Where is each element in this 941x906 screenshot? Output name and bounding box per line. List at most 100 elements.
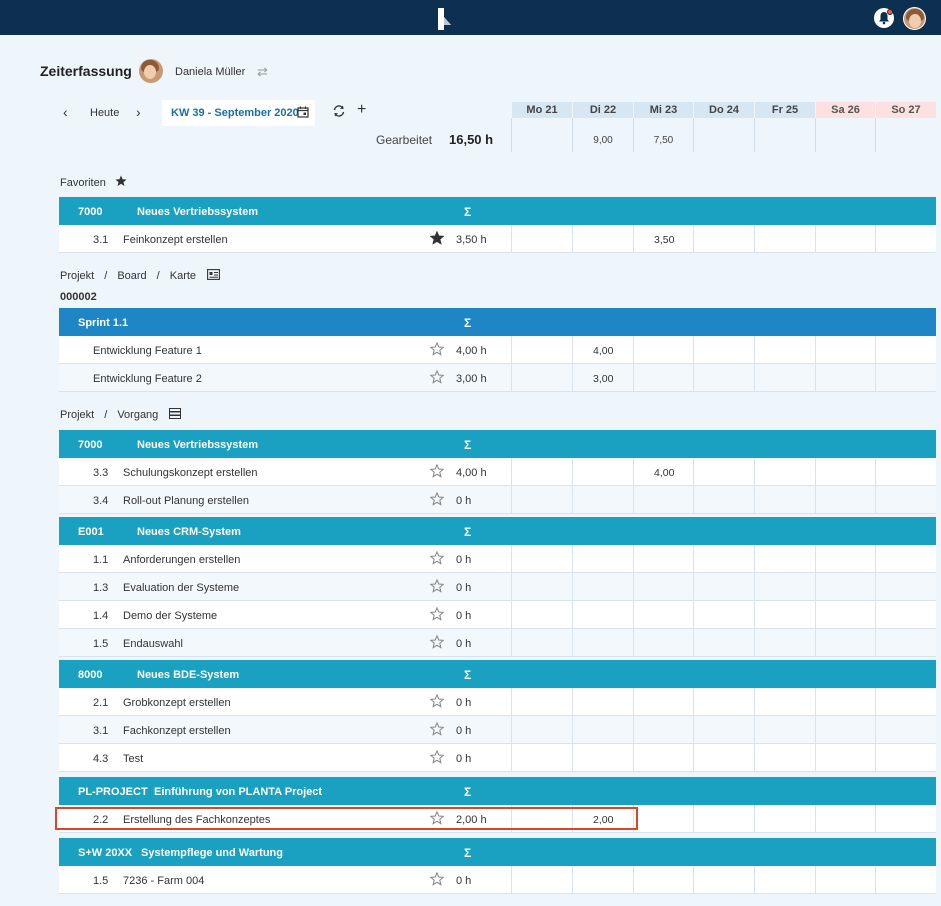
- group-header[interactable]: 7000 Neues Vertriebssystem Σ: [59, 197, 936, 225]
- day-cell[interactable]: [754, 364, 815, 392]
- day-cell[interactable]: [693, 744, 754, 772]
- star-outline-icon[interactable]: [429, 810, 445, 828]
- star-outline-icon[interactable]: [429, 369, 445, 387]
- star-outline-icon[interactable]: [429, 634, 445, 652]
- day-cell[interactable]: [693, 486, 754, 514]
- day-cell[interactable]: [572, 805, 633, 833]
- day-cell[interactable]: [633, 601, 693, 629]
- sum-icon[interactable]: Σ: [464, 316, 472, 330]
- day-cell[interactable]: [693, 601, 754, 629]
- star-outline-icon[interactable]: [429, 749, 445, 767]
- day-cell[interactable]: [572, 629, 633, 657]
- table-row[interactable]: Entwicklung Feature 2 3,00 h 3,00: [59, 364, 936, 392]
- day-cell[interactable]: [693, 225, 754, 253]
- day-cell[interactable]: [693, 629, 754, 657]
- day-cell[interactable]: [572, 545, 633, 573]
- day-cell[interactable]: [633, 866, 693, 894]
- day-cell[interactable]: [754, 225, 815, 253]
- day-cell[interactable]: [633, 364, 693, 392]
- day-cell[interactable]: [875, 866, 936, 894]
- day-cell[interactable]: [815, 688, 875, 716]
- day-cell[interactable]: [572, 716, 633, 744]
- day-cell[interactable]: [633, 458, 693, 486]
- sum-icon[interactable]: Σ: [464, 438, 472, 452]
- table-row[interactable]: 3.4 Roll-out Planung erstellen 0 h: [59, 486, 936, 514]
- table-row[interactable]: Entwicklung Feature 1 4,00 h 4,00: [59, 336, 936, 364]
- group-header[interactable]: PL-PROJECT Einführung von PLANTA Project Σ: [59, 777, 936, 805]
- day-cell[interactable]: [633, 716, 693, 744]
- day-cell[interactable]: [511, 805, 572, 833]
- table-row[interactable]: 1.3 Evaluation der Systeme 0 h: [59, 573, 936, 601]
- day-cell[interactable]: [693, 545, 754, 573]
- table-row[interactable]: 1.4 Demo der Systeme 0 h: [59, 601, 936, 629]
- user-avatar[interactable]: [139, 59, 163, 83]
- star-outline-icon[interactable]: [429, 871, 445, 889]
- day-cell[interactable]: [511, 545, 572, 573]
- star-outline-icon[interactable]: [429, 491, 445, 509]
- star-outline-icon[interactable]: [429, 606, 445, 624]
- day-cell[interactable]: [815, 364, 875, 392]
- day-cell[interactable]: [754, 805, 815, 833]
- day-cell[interactable]: [511, 601, 572, 629]
- day-cell[interactable]: [875, 805, 936, 833]
- account-avatar[interactable]: [903, 7, 926, 30]
- day-cell[interactable]: [754, 601, 815, 629]
- day-cell[interactable]: [754, 458, 815, 486]
- day-cell[interactable]: [754, 486, 815, 514]
- day-cell[interactable]: [875, 688, 936, 716]
- swap-icon[interactable]: ⇄: [257, 64, 268, 79]
- table-row[interactable]: 1.5 7236 - Farm 004 0 h: [59, 866, 936, 894]
- sum-icon[interactable]: Σ: [464, 668, 472, 682]
- day-cell[interactable]: [511, 486, 572, 514]
- day-cell[interactable]: [875, 716, 936, 744]
- day-cell[interactable]: [633, 336, 693, 364]
- day-cell[interactable]: [693, 458, 754, 486]
- day-cell[interactable]: [511, 629, 572, 657]
- day-cell[interactable]: [815, 545, 875, 573]
- star-outline-icon[interactable]: [429, 721, 445, 739]
- day-cell[interactable]: [511, 744, 572, 772]
- day-cell[interactable]: [633, 629, 693, 657]
- day-cell[interactable]: [875, 601, 936, 629]
- star-outline-icon[interactable]: [429, 693, 445, 711]
- day-cell[interactable]: [693, 573, 754, 601]
- day-cell[interactable]: [875, 629, 936, 657]
- day-cell[interactable]: [875, 486, 936, 514]
- table-row[interactable]: 3.1 Fachkonzept erstellen 0 h: [59, 716, 936, 744]
- table-row[interactable]: 4.3 Test 0 h: [59, 744, 936, 772]
- day-cell[interactable]: [815, 336, 875, 364]
- breadcrumb-board[interactable]: Board: [117, 270, 147, 282]
- day-cell[interactable]: [633, 573, 693, 601]
- day-cell[interactable]: [511, 573, 572, 601]
- day-cell[interactable]: [815, 744, 875, 772]
- day-cell[interactable]: [875, 545, 936, 573]
- group-header[interactable]: 7000 Neues Vertriebssystem Σ: [59, 430, 936, 458]
- day-cell[interactable]: [693, 866, 754, 894]
- day-cell[interactable]: [815, 458, 875, 486]
- day-cell[interactable]: [875, 573, 936, 601]
- star-outline-icon[interactable]: [429, 550, 445, 568]
- day-cell[interactable]: [572, 458, 633, 486]
- day-cell[interactable]: [815, 716, 875, 744]
- day-cell[interactable]: [754, 744, 815, 772]
- star-outline-icon[interactable]: [429, 341, 445, 359]
- breadcrumb-projekt[interactable]: Projekt: [60, 409, 95, 421]
- day-cell[interactable]: [815, 225, 875, 253]
- group-header[interactable]: E001 Neues CRM-System Σ: [59, 517, 936, 545]
- previous-week-button[interactable]: ‹: [63, 104, 68, 120]
- day-cell[interactable]: [815, 486, 875, 514]
- today-button[interactable]: Heute: [90, 107, 120, 119]
- app-logo-icon[interactable]: [436, 8, 452, 30]
- day-cell[interactable]: [572, 225, 633, 253]
- day-cell[interactable]: [754, 573, 815, 601]
- day-cell[interactable]: [511, 866, 572, 894]
- day-cell[interactable]: [875, 225, 936, 253]
- day-cell[interactable]: [511, 458, 572, 486]
- day-cell[interactable]: [633, 805, 693, 833]
- breadcrumb-vorgang[interactable]: Vorgang: [117, 409, 159, 421]
- day-cell[interactable]: [572, 744, 633, 772]
- day-cell[interactable]: [693, 688, 754, 716]
- day-cell[interactable]: [875, 364, 936, 392]
- group-header[interactable]: S+W 20XX Systempflege und Wartung Σ: [59, 838, 936, 866]
- group-header[interactable]: Sprint 1.1 Σ: [59, 308, 936, 336]
